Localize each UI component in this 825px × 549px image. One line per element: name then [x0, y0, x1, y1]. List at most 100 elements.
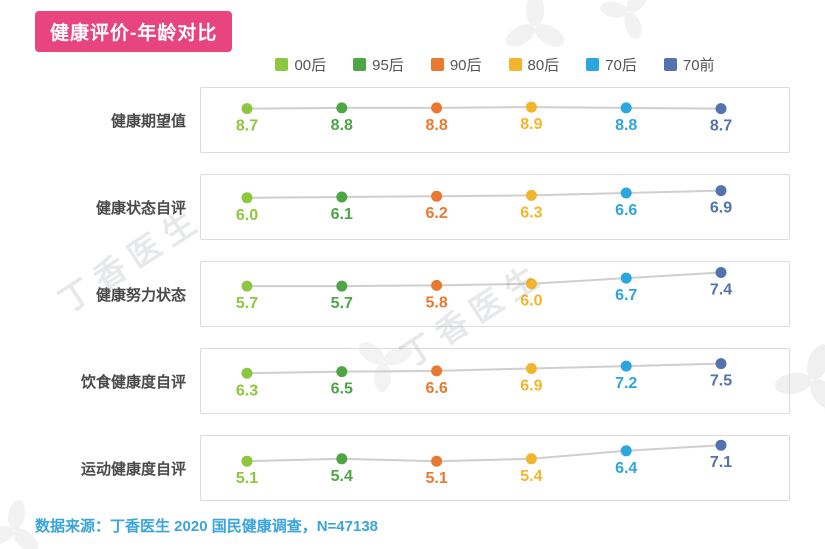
data-point-dot — [241, 367, 253, 379]
data-point-value: 5.1 — [236, 470, 258, 487]
data-point-value: 5.7 — [331, 295, 353, 312]
legend-label: 00后 — [294, 57, 327, 74]
data-point-dot — [525, 362, 537, 374]
data-point-value: 5.7 — [236, 295, 258, 312]
data-point-dot — [620, 187, 632, 199]
data-point-value: 6.1 — [331, 206, 353, 223]
page-title: 健康评价-年龄对比 — [35, 11, 233, 52]
legend-label: 70前 — [682, 57, 715, 74]
data-point-dot — [715, 439, 727, 451]
metric-line-chart: 5.1 5.4 5.1 5.4 6.4 7.1 — [236, 439, 732, 487]
metric-row-label: 健康努力状态 — [95, 286, 186, 304]
data-point-dot — [525, 189, 537, 201]
metric-row: 运动健康度自评 5.1 5.4 5.1 5.4 6.4 7.1 — [35, 435, 790, 501]
data-point-value: 8.9 — [520, 116, 542, 133]
data-point-dot — [336, 453, 348, 465]
data-point-dot — [620, 445, 632, 457]
data-point-dot — [620, 360, 632, 372]
data-point-value: 8.8 — [331, 117, 353, 134]
legend-label: 80后 — [527, 57, 560, 74]
data-point-value: 6.2 — [425, 205, 447, 222]
metric-rows: 健康期望值 8.7 8.8 8.8 8.9 8.8 8.7 健康状态自评 6.0 6.1 6.2 6.… — [35, 87, 790, 501]
metric-line-chart: 6.3 6.5 6.6 6.9 7.2 7.5 — [236, 358, 732, 399]
data-point-value: 6.3 — [236, 382, 258, 399]
data-point-value: 8.7 — [236, 118, 258, 135]
legend-label: 95后 — [372, 57, 404, 74]
metric-row-label: 饮食健康度自评 — [80, 373, 186, 391]
legend-swatch — [430, 58, 444, 71]
metric-row-label: 健康状态自评 — [95, 199, 186, 217]
data-point-dot — [336, 280, 348, 292]
data-point-dot — [431, 279, 443, 291]
legend-swatch — [663, 58, 677, 71]
data-point-dot — [431, 455, 443, 467]
legend: 00后 95后 90后 80后 70后 70前 — [200, 54, 790, 75]
data-point-dot — [336, 366, 348, 378]
legend-swatch — [508, 58, 522, 71]
data-point-dot — [241, 103, 253, 115]
data-point-value: 5.4 — [520, 468, 542, 485]
data-point-value: 6.7 — [615, 287, 637, 304]
data-point-value: 5.4 — [331, 468, 353, 485]
data-point-dot — [715, 358, 727, 370]
trend-line — [246, 444, 722, 463]
data-point-dot — [336, 102, 348, 114]
petal-watermark-icon — [505, 0, 565, 47]
data-point-value: 7.2 — [615, 375, 637, 392]
data-point-dot — [715, 185, 727, 197]
data-point-value: 8.8 — [425, 117, 447, 134]
data-point-value: 6.9 — [520, 377, 542, 394]
data-point-value: 5.1 — [425, 470, 447, 487]
legend-item-90后: 90后 — [430, 54, 482, 75]
legend-item-80后: 80后 — [508, 54, 560, 75]
data-point-dot — [620, 102, 632, 114]
data-point-value: 6.4 — [615, 460, 637, 477]
trend-line — [246, 362, 722, 375]
petal-watermark-icon — [600, 0, 648, 39]
data-point-dot — [431, 190, 443, 202]
legend-swatch — [353, 58, 367, 71]
data-point-dot — [336, 191, 348, 203]
data-point-value: 6.3 — [520, 204, 542, 221]
metric-chart-box: 5.1 5.4 5.1 5.4 6.4 7.1 — [200, 435, 790, 501]
data-point-value: 6.6 — [615, 202, 637, 219]
data-point-dot — [241, 192, 253, 204]
trend-line — [247, 271, 722, 288]
metric-chart-box: 5.7 5.7 5.8 6.0 6.7 7.4 — [200, 261, 790, 327]
data-point-dot — [525, 101, 537, 113]
data-point-dot — [431, 102, 443, 114]
data-point-dot — [525, 453, 537, 465]
data-point-dot — [715, 103, 727, 115]
metric-row: 健康状态自评 6.0 6.1 6.2 6.3 6.6 6.9 — [35, 174, 790, 240]
legend-item-00后: 00后 — [275, 54, 326, 75]
data-source-note: 数据来源：丁香医生 2020 国民健康调查，N=47138 — [35, 518, 379, 535]
legend-label: 70后 — [605, 57, 637, 74]
metric-chart-box: 6.3 6.5 6.6 6.9 7.2 7.5 — [200, 348, 790, 414]
data-point-value: 6.0 — [520, 293, 542, 310]
data-point-value: 6.0 — [236, 207, 258, 224]
legend-swatch — [586, 58, 600, 71]
metric-line-chart: 5.7 5.7 5.8 6.0 6.7 7.4 — [236, 267, 732, 312]
data-point-dot — [431, 365, 443, 377]
data-point-dot — [525, 278, 537, 290]
data-point-value: 6.5 — [331, 381, 353, 398]
data-point-dot — [241, 455, 253, 467]
data-point-dot — [620, 272, 632, 284]
metric-chart-box: 8.7 8.8 8.8 8.9 8.8 8.7 — [200, 87, 790, 153]
legend-swatch — [275, 58, 289, 71]
metric-row: 健康努力状态 5.7 5.7 5.8 6.0 6.7 7.4 — [35, 261, 790, 327]
legend-item-95后: 95后 — [353, 54, 404, 75]
trend-line — [246, 106, 722, 110]
metric-line-chart: 6.0 6.1 6.2 6.3 6.6 6.9 — [236, 185, 732, 224]
data-point-value: 7.4 — [710, 282, 732, 299]
metric-chart-box: 6.0 6.1 6.2 6.3 6.6 6.9 — [200, 174, 790, 240]
metric-row: 饮食健康度自评 6.3 6.5 6.6 6.9 7.2 7.5 — [35, 348, 790, 414]
data-point-value: 7.5 — [710, 373, 732, 390]
data-point-value: 6.6 — [425, 380, 447, 397]
data-point-value: 6.9 — [710, 200, 732, 217]
data-point-dot — [715, 267, 727, 279]
data-point-dot — [241, 280, 253, 292]
metric-row-label: 运动健康度自评 — [80, 460, 186, 478]
data-point-value: 7.1 — [710, 454, 732, 471]
